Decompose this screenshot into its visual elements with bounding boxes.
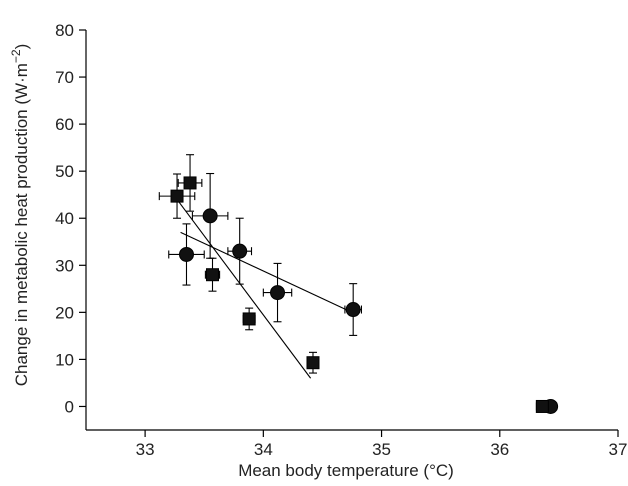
data-points xyxy=(170,176,559,414)
data-point-circle xyxy=(232,243,248,259)
x-axis-title: Mean body temperature (°C) xyxy=(238,461,454,480)
data-point-square xyxy=(170,189,184,203)
y-tick-label: 10 xyxy=(55,350,74,369)
data-point-circle xyxy=(202,208,218,224)
y-tick-label: 70 xyxy=(55,68,74,87)
y-tick-label: 20 xyxy=(55,303,74,322)
data-point-square xyxy=(242,312,256,326)
y-tick-label: 80 xyxy=(55,21,74,40)
y-tick-label: 0 xyxy=(65,397,74,416)
error-bars xyxy=(158,154,558,411)
fit-line-circle xyxy=(180,231,353,313)
y-axis-title-end: ) xyxy=(12,44,31,50)
x-tick-label: 35 xyxy=(372,440,391,459)
x-tick-label: 37 xyxy=(609,440,628,459)
data-point-circle xyxy=(178,246,194,262)
data-point-square xyxy=(205,268,219,282)
y-tick-label: 40 xyxy=(55,209,74,228)
y-tick-label: 60 xyxy=(55,115,74,134)
data-point-square xyxy=(535,399,549,413)
data-point-circle xyxy=(270,285,286,301)
y-tick-label: 50 xyxy=(55,162,74,181)
y-axis-title-unit: ·m xyxy=(12,63,31,83)
y-axis-title-main: Change in metabolic heat production (W xyxy=(12,83,31,386)
data-point-circle xyxy=(345,302,361,318)
fit-line-square xyxy=(176,199,312,379)
x-tick-label: 36 xyxy=(490,440,509,459)
y-axis-title-superscript: −2 xyxy=(9,49,23,63)
x-tick-label: 34 xyxy=(254,440,273,459)
axes: 0 10 20 30 40 50 60 70 80 33 34 35 36 37 xyxy=(55,21,627,459)
data-point-square xyxy=(306,356,320,370)
y-axis-title: Change in metabolic heat production (W·m… xyxy=(9,44,31,387)
y-tick-label: 30 xyxy=(55,256,74,275)
x-tick-label: 33 xyxy=(136,440,155,459)
fit-lines xyxy=(176,199,353,379)
data-point-square xyxy=(183,176,197,190)
